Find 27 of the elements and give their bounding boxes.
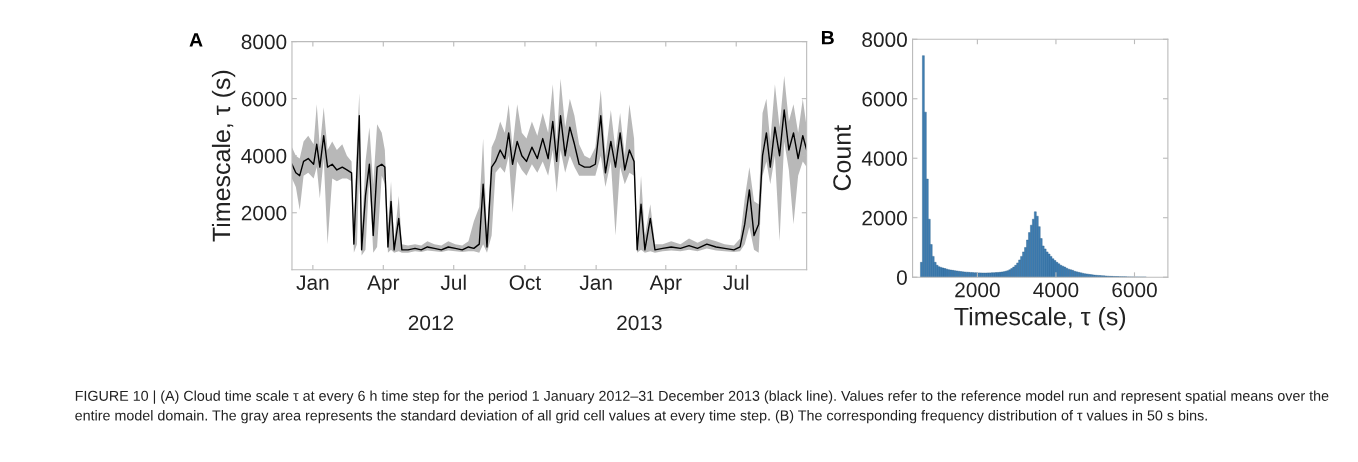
y-tick-label: 4000: [861, 151, 907, 166]
x-tick-label: Oct: [509, 275, 541, 290]
y-tick-label: 6000: [241, 91, 287, 107]
x-tick-label: Apr: [367, 275, 400, 295]
x-tick-label: Apr: [649, 275, 682, 295]
y-tick-label: 8000: [241, 34, 287, 50]
x-axis-title: Timescale, τ (s): [954, 307, 1126, 331]
y-tick-label: 0: [896, 270, 907, 285]
x-tick-label: 2000: [955, 282, 1000, 298]
y-axis-title: Timescale, τ (s): [211, 70, 236, 242]
chart-title: A: [189, 33, 203, 47]
y-tick-label: 8000: [862, 32, 907, 48]
x-tick-label: Jul: [723, 274, 749, 290]
caption: FIGURE 10 | (A) Cloud time scale τ at every 6 h time step for the period 1 January 2012–31 December 2013 (black line). Values refer to the reference model run and represent spatial means over the entire model domain. The gray area represents the standard deviation of all grid cell values at every time step. (B) The corresponding frequency distribution of τ values in 50 s bins.: [75, 390, 1329, 424]
y-tick-label: 4000: [241, 148, 287, 164]
y-axis-title: Count: [833, 125, 851, 191]
text: 2013: [617, 315, 662, 331]
chart-title: B: [821, 30, 834, 45]
x-tick-label: 4000: [1033, 282, 1079, 298]
x-tick-label: Jan: [579, 275, 612, 290]
y-tick-label: 2000: [241, 205, 287, 221]
x-tick-label: Jul: [440, 274, 466, 290]
x-tick-label: Jan: [296, 275, 329, 290]
x-tick-label: 6000: [1112, 282, 1157, 298]
y-tick-label: 6000: [862, 91, 907, 107]
y-tick-label: 2000: [862, 210, 907, 226]
text: 2012: [408, 315, 454, 331]
